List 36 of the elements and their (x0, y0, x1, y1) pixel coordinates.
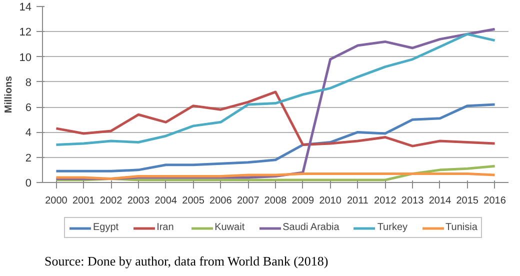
y-axis-title: Millions (3, 75, 14, 114)
y-tick-label: 14 (19, 2, 32, 14)
x-tick-label: 2008 (264, 196, 288, 206)
y-tick-label: 12 (19, 26, 32, 39)
line-series (54, 32, 496, 146)
x-tick-label: 2014 (428, 196, 452, 206)
source-note: Source: Done by author, data from World Bank (2018) (44, 254, 328, 268)
legend-label: Egypt (93, 222, 119, 233)
legend-label: Tunisia (446, 222, 478, 233)
x-tick-label: 2003 (127, 196, 150, 206)
legend-label: Kuwait (214, 222, 245, 233)
x-tick-label: 2015 (456, 196, 479, 206)
line-series (54, 103, 496, 172)
y-tick-label: 10 (19, 52, 32, 64)
x-tick-label: 2006 (210, 196, 232, 206)
legend-label: Turkey (377, 222, 408, 233)
x-tick-label: 2004 (154, 196, 178, 206)
x-tick-label: 2005 (182, 196, 205, 206)
x-tick-label: 2011 (346, 196, 369, 206)
x-tick-label: 2010 (319, 196, 342, 206)
y-tick-label: 4 (25, 127, 32, 140)
x-tick-label: 2016 (484, 196, 506, 206)
line-series (54, 90, 496, 148)
y-tick-label: 8 (25, 76, 32, 89)
x-tick-label: 2009 (292, 196, 314, 206)
y-tick-label: 2 (25, 152, 32, 164)
x-tick-label: 2012 (374, 196, 397, 206)
legend-label: Saudi Arabia (282, 222, 340, 233)
y-tick-label: 6 (25, 102, 32, 114)
x-tick-label: 2013 (401, 196, 424, 206)
x-tick-label: 2007 (236, 196, 260, 206)
x-tick-label: 2001 (72, 196, 96, 206)
legend-label: Iran (156, 222, 175, 233)
y-tick-label: 0 (25, 178, 32, 190)
x-tick-label: 2000 (45, 196, 68, 206)
x-tick-label: 2002 (100, 196, 123, 206)
